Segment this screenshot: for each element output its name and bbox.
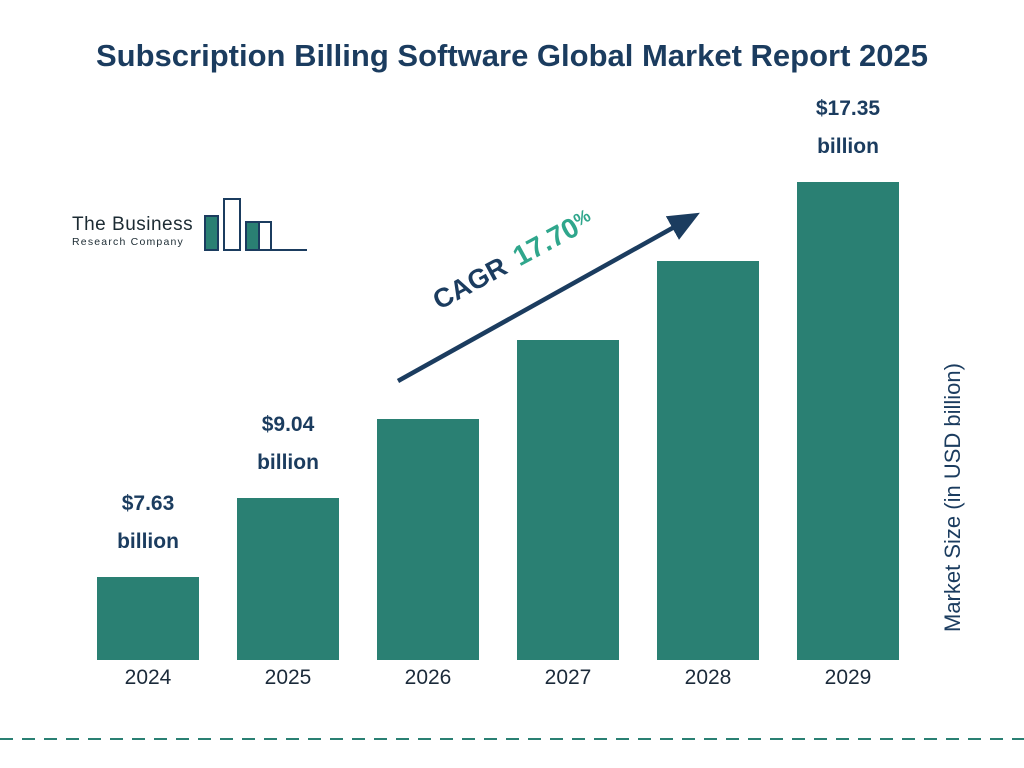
x-axis-label-2025: 2025: [264, 666, 312, 689]
logo-line1: The Business: [72, 214, 194, 235]
x-axis-label-2028: 2028: [684, 666, 732, 689]
bar-2025: [237, 498, 339, 660]
x-axis-label-2027: 2027: [544, 666, 592, 689]
bar-value-label-2024: $7.63 billion: [117, 492, 179, 553]
x-axis-label-2029: 2029: [824, 666, 872, 689]
bar-value-label-2025: $9.04 billion: [257, 413, 319, 474]
logo-line2: Research Company: [72, 236, 184, 248]
bar-2028: [657, 261, 759, 660]
cagr-annotation: CAGR17.70%: [396, 186, 631, 333]
cagr-label: CAGR: [427, 251, 512, 316]
company-logo: The Business Research Company: [72, 196, 309, 258]
page-title: Subscription Billing Software Global Mar…: [96, 38, 928, 73]
cagr-value: 17.70: [507, 211, 585, 272]
bar-2024: [97, 577, 199, 660]
bottom-dashed-divider: [0, 738, 1024, 740]
bar-2026: [377, 419, 479, 660]
bar-2027: [517, 340, 619, 660]
x-axis-label-2024: 2024: [124, 666, 172, 689]
bar-chart-logo-icon: [204, 198, 308, 251]
x-axis-label-2026: 2026: [404, 666, 452, 689]
logo-text: The Business Research Company: [72, 214, 193, 258]
bar-value-label-2029: $17.35 billion: [815, 97, 881, 158]
bar-2029: [797, 182, 899, 660]
y-axis-label: Market Size (in USD billion): [940, 363, 965, 633]
